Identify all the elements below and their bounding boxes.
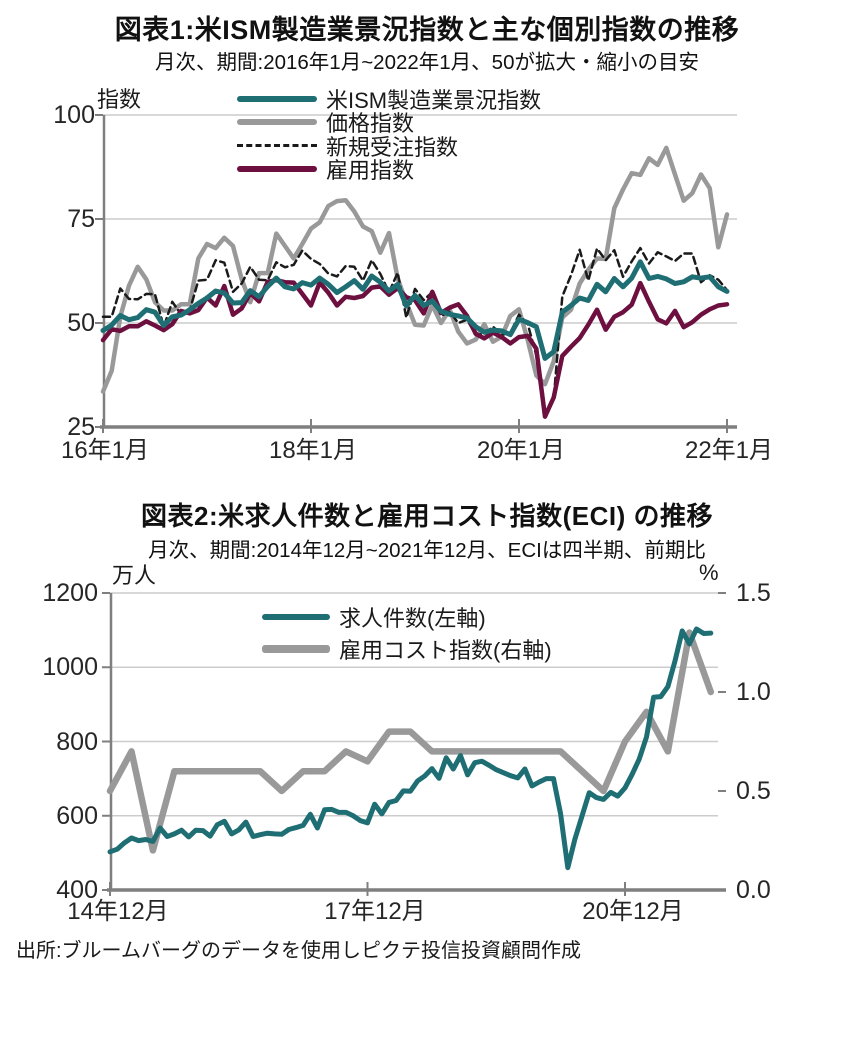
chart2-xtick-20-12: 20年12月	[582, 898, 684, 925]
chart2-title: 図表2:米求人件数と雇用コスト指数(ECI) の推移	[140, 501, 713, 531]
chart1-ytick-50: 50	[67, 309, 95, 337]
price-line-label: 価格指数	[326, 111, 415, 137]
eci-line-swatch	[262, 645, 330, 653]
chart2-ytick-right-0-5: 0.5	[736, 777, 771, 805]
chart1-legend: 米ISM製造業景況指数 価格指数 新規受注指数 雇用指数	[237, 87, 541, 183]
chart1-title: 図表1:米ISM製造業景況指数と主な個別指数の推移	[114, 15, 740, 45]
price-line-swatch	[237, 119, 317, 126]
chart1-xtick-20-1: 20年1月	[476, 437, 566, 464]
chart2-xtick-17-12: 17年12月	[324, 898, 426, 925]
chart2-ytick-left-600: 600	[56, 802, 98, 830]
chart1-ytick-75: 75	[67, 205, 95, 233]
chart1-xtick-22-1: 22年1月	[684, 437, 774, 464]
chart1-legend-item-employment: 雇用指数	[237, 158, 541, 183]
chart2-xtick-14-12: 14年12月	[67, 898, 169, 925]
chart2-ytick-left-1200: 1200	[42, 579, 98, 607]
chart1-ytick-25: 25	[67, 413, 95, 441]
employment-line-swatch	[237, 166, 317, 173]
chart1-legend-item-prices: 価格指数	[237, 111, 541, 136]
new-orders-line-label: 新規受注指数	[326, 134, 459, 160]
chart1-y-unit-label: 指数	[97, 87, 142, 112]
chart2-legend-item-openings: 求人件数(左軸)	[262, 601, 552, 633]
chart2-legend-item-eci: 雇用コスト指数(右軸)	[262, 633, 552, 665]
chart1-legend-item-neworders: 新規受注指数	[237, 134, 541, 160]
chart2-ytick-left-400: 400	[56, 876, 98, 904]
chart2-left-unit-label: 万人	[112, 563, 157, 588]
chart1-xtick-18-1: 18年1月	[268, 437, 358, 464]
chart1-xtick-16-1: 16年1月	[60, 437, 150, 464]
ism-line-swatch	[237, 95, 317, 102]
chart2-ytick-left-1000: 1000	[42, 653, 98, 681]
chart2-ytick-right-1-5: 1.5	[736, 579, 771, 607]
chart2-right-unit-label: %	[699, 560, 719, 585]
chart2-ytick-right-1-0: 1.0	[736, 678, 771, 706]
employment-line-label: 雇用指数	[326, 158, 415, 184]
chart2-legend: 求人件数(左軸) 雇用コスト指数(右軸)	[262, 601, 552, 665]
chart2-ytick-right-0-0: 0.0	[736, 876, 771, 904]
job-openings-line-label: 求人件数(左軸)	[339, 606, 486, 631]
eci-line-label: 雇用コスト指数(右軸)	[339, 638, 552, 663]
chart1-subtitle: 月次、期間:2016年1月~2022年1月、50が拡大・縮小の目安	[155, 51, 699, 74]
ism-line-label: 米ISM製造業景況指数	[326, 87, 542, 113]
new-orders-line-swatch	[237, 144, 317, 148]
chart2-subtitle: 月次、期間:2014年12月~2021年12月、ECIは四半期、前期比	[148, 539, 706, 562]
source-note: 出所:ブルームバーグのデータを使用しピクテ投信投資顧問作成	[16, 940, 581, 962]
chart1-legend-item-ism: 米ISM製造業景況指数	[237, 87, 541, 113]
chart1-ytick-100: 100	[53, 101, 95, 129]
chart2-ytick-left-800: 800	[56, 728, 98, 756]
job-openings-line-swatch	[262, 613, 330, 621]
